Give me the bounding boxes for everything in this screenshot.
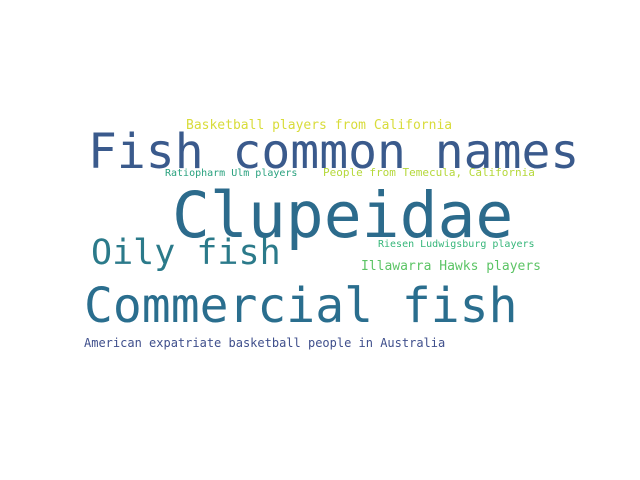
word-basketball-players-from-california: Basketball players from California (186, 118, 453, 133)
word-fish-common-names: Fish common names (88, 124, 580, 180)
word-illawarra-hawks-players: Illawarra Hawks players (361, 259, 542, 274)
word-clupeidae: Clupeidae (172, 179, 514, 252)
word-people-from-temecula-california: People from Temecula, California (323, 166, 535, 179)
word-riesen-ludwigsburg-players: Riesen Ludwigsburg players (378, 239, 535, 250)
word-commercial-fish: Commercial fish (84, 278, 518, 334)
word-oily-fish: Oily fish (91, 233, 281, 273)
word-ratiopharm-ulm-players: Ratiopharm Ulm players (165, 168, 298, 179)
word-american-expatriate-basketball-people-in-australia: American expatriate basketball people in… (84, 336, 446, 350)
